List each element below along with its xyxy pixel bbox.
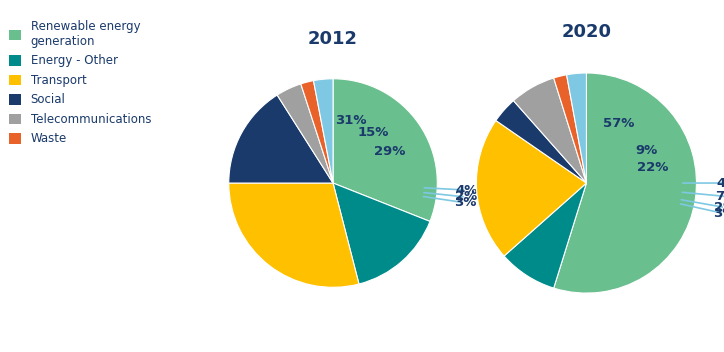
Wedge shape bbox=[301, 81, 333, 183]
Text: 2%: 2% bbox=[455, 190, 477, 203]
Text: 2%: 2% bbox=[714, 201, 724, 214]
Wedge shape bbox=[313, 79, 333, 183]
Text: 9%: 9% bbox=[635, 144, 657, 157]
Wedge shape bbox=[504, 183, 586, 288]
Text: 3%: 3% bbox=[454, 196, 476, 209]
Wedge shape bbox=[229, 183, 359, 287]
Text: 57%: 57% bbox=[603, 117, 635, 130]
Wedge shape bbox=[476, 120, 586, 256]
Text: 31%: 31% bbox=[334, 114, 366, 127]
Wedge shape bbox=[496, 101, 586, 183]
Text: 3%: 3% bbox=[712, 207, 724, 220]
Wedge shape bbox=[554, 73, 696, 293]
Wedge shape bbox=[229, 95, 333, 183]
Text: 7%: 7% bbox=[715, 190, 724, 203]
Text: 29%: 29% bbox=[374, 145, 405, 158]
Wedge shape bbox=[554, 75, 586, 183]
Wedge shape bbox=[567, 73, 586, 183]
Wedge shape bbox=[333, 79, 437, 221]
Wedge shape bbox=[333, 183, 430, 284]
Title: 2012: 2012 bbox=[308, 30, 358, 48]
Legend: Renewable energy
generation, Energy - Other, Transport, Social, Telecommunicatio: Renewable energy generation, Energy - Ot… bbox=[6, 17, 155, 149]
Text: 4%: 4% bbox=[455, 183, 478, 196]
Wedge shape bbox=[513, 78, 586, 183]
Wedge shape bbox=[277, 84, 333, 183]
Title: 2020: 2020 bbox=[561, 23, 612, 41]
Text: 22%: 22% bbox=[637, 161, 668, 174]
Text: 4%: 4% bbox=[716, 177, 724, 189]
Text: 15%: 15% bbox=[358, 126, 389, 139]
